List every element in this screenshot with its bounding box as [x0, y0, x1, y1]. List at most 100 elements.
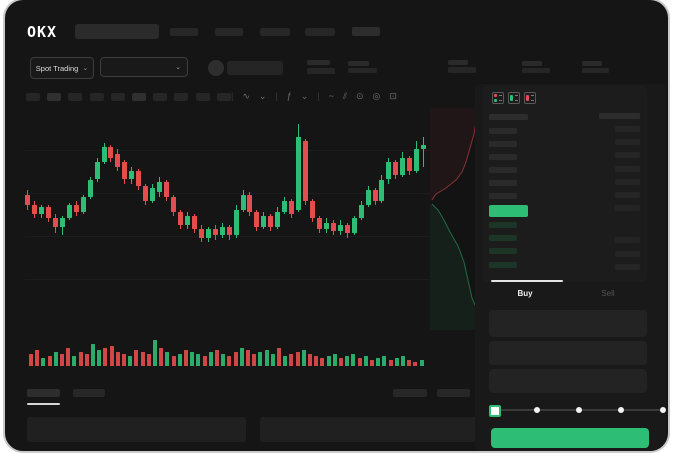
function-icon[interactable]: ƒ: [286, 91, 292, 101]
last-price-button[interactable]: [489, 205, 528, 217]
stat-label-placeholder: [348, 61, 369, 66]
tab-buy[interactable]: Buy: [517, 289, 533, 298]
nav-item[interactable]: [352, 27, 380, 36]
chevron-down-icon[interactable]: ⌄: [258, 91, 267, 101]
nav-item[interactable]: [305, 28, 335, 36]
candle: [87, 108, 93, 335]
ask-price-row[interactable]: [489, 153, 517, 160]
active-tab-underline: [27, 403, 60, 405]
candle: [198, 108, 204, 335]
candle: [351, 108, 357, 335]
timeframe-pill[interactable]: [174, 93, 189, 101]
timeframe-pill[interactable]: [26, 93, 40, 101]
slider-dot[interactable]: [617, 407, 624, 413]
line-tool-icon[interactable]: ~: [328, 91, 334, 101]
volume-bar: [66, 348, 71, 366]
volume-bar: [308, 354, 312, 366]
candle: [101, 108, 107, 335]
nav-item[interactable]: [260, 28, 290, 36]
bid-price-row[interactable]: [489, 221, 517, 228]
amount-input[interactable]: [489, 341, 647, 365]
slider-handle[interactable]: [489, 405, 501, 417]
bid-size-row[interactable]: [615, 236, 640, 243]
timeframe-pill[interactable]: [216, 93, 231, 101]
orders-table-placeholder: [27, 417, 246, 442]
candle: [52, 108, 58, 335]
timeframe-pill[interactable]: [153, 93, 168, 101]
settings-icon[interactable]: ◎: [372, 91, 381, 101]
pair-dropdown[interactable]: ⌄: [100, 57, 188, 77]
depth-chart[interactable]: [430, 108, 484, 330]
ask-size-row[interactable]: [615, 192, 640, 198]
ruler-icon[interactable]: ⫽: [342, 91, 347, 101]
total-input[interactable]: [489, 369, 647, 393]
timeframe-pill[interactable]: [89, 93, 104, 101]
timeframe-pill[interactable]: [68, 93, 83, 101]
nav-item[interactable]: [170, 28, 198, 36]
volume-bar: [134, 350, 139, 366]
ask-price-row[interactable]: [489, 127, 517, 134]
bid-price-row[interactable]: [489, 261, 517, 268]
orderbook-header-price: [489, 114, 528, 120]
indicators-icon[interactable]: ∿: [242, 91, 250, 101]
orders-tab-active[interactable]: [27, 389, 60, 397]
orders-tab[interactable]: [73, 389, 105, 397]
buy-tab-indicator: [491, 280, 563, 282]
volume-bar: [370, 360, 374, 366]
tab-sell[interactable]: Sell: [601, 289, 615, 298]
ask-size-row[interactable]: [615, 126, 640, 132]
candle: [254, 108, 260, 335]
candle: [393, 108, 399, 335]
ask-price-row[interactable]: [489, 179, 517, 186]
timeframe-pill[interactable]: [132, 93, 146, 101]
slider-dot[interactable]: [575, 407, 582, 413]
candle: [73, 108, 79, 335]
price-input[interactable]: [489, 310, 647, 337]
stat-value-placeholder: [522, 68, 550, 73]
candle: [212, 108, 218, 335]
candlestick-chart[interactable]: [25, 108, 430, 335]
timeframe-pill[interactable]: [110, 93, 125, 101]
timeframe-pill[interactable]: [195, 93, 210, 101]
orders-filter[interactable]: [437, 389, 470, 397]
ask-size-row[interactable]: [615, 152, 640, 159]
volume-bar: [103, 348, 108, 366]
volume-bar: [332, 354, 337, 366]
slider-dot[interactable]: [659, 407, 666, 413]
slider-dot[interactable]: [533, 407, 540, 413]
bid-price-row[interactable]: [489, 248, 517, 255]
ask-size-row[interactable]: [615, 139, 640, 146]
ask-size-row[interactable]: [615, 205, 640, 212]
candle: [108, 108, 114, 335]
market-type-dropdown[interactable]: Spot Trading ⌄: [30, 57, 94, 79]
orders-filter[interactable]: [393, 389, 427, 397]
candle: [122, 108, 128, 335]
book-combined-icon[interactable]: [492, 92, 504, 104]
ask-price-row[interactable]: [489, 140, 517, 147]
volume-bar: [295, 352, 300, 366]
ask-size-row[interactable]: [615, 165, 640, 172]
candle: [94, 108, 100, 335]
nav-item[interactable]: [215, 28, 243, 36]
candle: [358, 108, 364, 335]
camera-icon[interactable]: ⊙: [355, 91, 364, 101]
volume-bar: [177, 354, 182, 366]
fullscreen-icon[interactable]: ⊡: [389, 91, 397, 101]
candle: [344, 108, 350, 335]
bid-price-row[interactable]: [489, 235, 517, 242]
ask-price-row[interactable]: [489, 192, 517, 199]
ask-price-row[interactable]: [489, 166, 517, 173]
search-input[interactable]: [75, 24, 159, 39]
candle: [240, 108, 246, 335]
chevron-down-icon[interactable]: ⌄: [300, 91, 309, 101]
buy-button[interactable]: [491, 428, 649, 448]
market-type-label: Spot Trading: [35, 63, 79, 73]
bid-size-row[interactable]: [615, 264, 640, 271]
book-bids-icon[interactable]: [508, 92, 520, 104]
bid-size-row[interactable]: [615, 250, 640, 257]
ask-size-row[interactable]: [615, 178, 640, 185]
divider: |: [317, 91, 320, 101]
book-asks-icon[interactable]: [524, 92, 536, 104]
timeframe-pill[interactable]: [47, 93, 62, 101]
volume-bar: [97, 350, 102, 366]
